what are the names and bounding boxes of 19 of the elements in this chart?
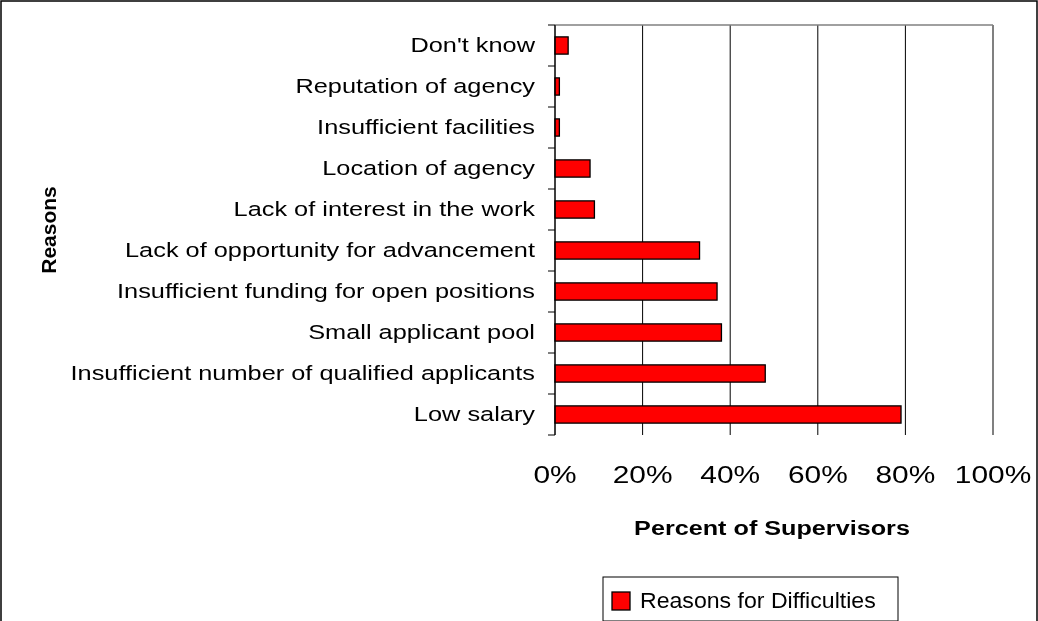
x-tick-label: 40% bbox=[700, 462, 761, 489]
x-tick-label: 80% bbox=[875, 462, 936, 489]
y-axis-title: Reasons bbox=[37, 186, 60, 274]
y-tick-label: Location of agency bbox=[322, 157, 536, 180]
y-tick-label: Lack of opportunity for advancement bbox=[125, 239, 536, 262]
y-tick-label: Don't know bbox=[410, 34, 536, 57]
x-tick-label: 60% bbox=[787, 462, 848, 489]
x-tick-label: 100% bbox=[954, 462, 1032, 489]
x-axis-title: Percent of Supervisors bbox=[634, 515, 910, 540]
y-tick-label: Small applicant pool bbox=[308, 321, 535, 344]
y-tick-label: Insufficient number of qualified applicants bbox=[70, 362, 535, 385]
y-tick-label: Reputation of agency bbox=[295, 75, 536, 98]
y-tick-label: Low salary bbox=[413, 403, 536, 426]
x-tick-label: 0% bbox=[533, 462, 577, 489]
x-tick-label: 20% bbox=[612, 462, 673, 489]
y-tick-label: Insufficient funding for open positions bbox=[117, 280, 535, 303]
y-tick-label: Insufficient facilities bbox=[317, 116, 535, 139]
legend-label: Reasons for Difficulties bbox=[640, 588, 876, 614]
y-tick-label: Lack of interest in the work bbox=[233, 198, 536, 221]
